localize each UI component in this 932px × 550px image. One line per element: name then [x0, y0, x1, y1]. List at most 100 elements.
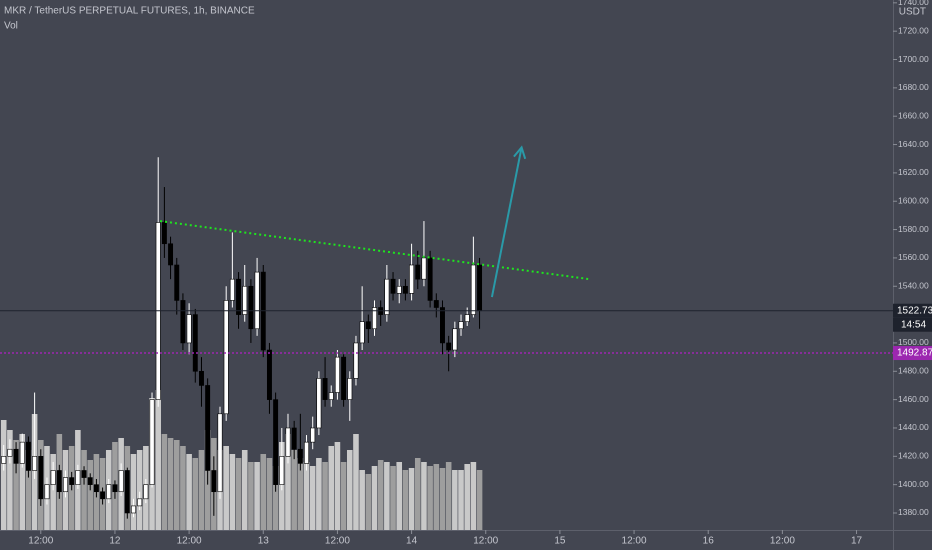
alert-label-box — [893, 346, 932, 361]
volume-bar — [198, 450, 205, 530]
candle-body — [137, 498, 143, 507]
candle-body — [347, 378, 353, 400]
y-tick-label: 1700.00 — [898, 54, 929, 64]
x-tick-label: 13 — [258, 536, 270, 547]
candle-body — [254, 271, 260, 330]
volume-bar — [384, 462, 390, 530]
x-tick-label: 12:00 — [473, 536, 498, 547]
candle-body — [279, 456, 285, 485]
candle-body — [124, 470, 130, 514]
candle-body — [106, 484, 112, 500]
countdown: 14:54 — [901, 319, 926, 330]
volume-bar — [340, 462, 347, 530]
candle-body — [69, 477, 75, 485]
arrow-shaft — [490, 147, 523, 298]
candle-body — [50, 470, 56, 485]
y-tick-label: 1480.00 — [898, 366, 929, 376]
x-tick-label: 12:00 — [177, 536, 202, 547]
volume-bar — [291, 450, 297, 530]
volume-bar — [235, 458, 242, 530]
y-tick-label: 1560.00 — [898, 252, 929, 262]
candle-body — [38, 456, 44, 500]
candle-body — [32, 456, 38, 471]
x-tick-label: 12:00 — [325, 536, 350, 547]
candle-body — [341, 356, 347, 400]
candle-body — [372, 307, 377, 330]
candle-body — [118, 470, 124, 493]
volume-bar — [476, 470, 483, 530]
candle-body — [19, 441, 25, 464]
candle-body — [440, 307, 445, 344]
volume-bar — [346, 450, 353, 530]
volume-bar — [25, 450, 32, 530]
volume-bar — [192, 458, 199, 530]
candle-body — [452, 328, 458, 351]
candle-body — [63, 477, 68, 493]
x-tick-label: 17 — [851, 536, 863, 547]
volume-bar — [229, 454, 236, 530]
candle-body — [427, 257, 433, 301]
volume-bar — [130, 454, 137, 530]
y-tick-label: 1540.00 — [898, 281, 929, 291]
volume-bar — [359, 470, 365, 530]
candle-body — [266, 349, 272, 400]
candle-body — [1, 456, 7, 464]
candle-body — [310, 427, 316, 443]
candle-body — [285, 427, 291, 457]
candle-body — [365, 321, 371, 330]
currency-label: USDT — [899, 7, 926, 18]
candle-body — [242, 285, 248, 315]
candle-body — [359, 321, 365, 344]
volume-bar — [50, 454, 56, 530]
volume-bar — [328, 446, 335, 530]
volume-bar — [223, 446, 229, 530]
volume-bar — [408, 468, 415, 530]
volume-bar — [241, 450, 248, 530]
trendline — [159, 220, 590, 281]
volume-bar — [365, 474, 372, 530]
candle-body — [229, 278, 235, 301]
candle-body — [149, 399, 155, 485]
candle-body — [56, 470, 62, 493]
y-tick-label: 1440.00 — [898, 422, 929, 432]
y-tick-label: 1640.00 — [898, 139, 929, 149]
candle-body — [421, 257, 427, 280]
price-label: 1522.73 — [897, 305, 932, 316]
candle-body — [93, 484, 99, 493]
volume-bar — [248, 462, 254, 530]
x-tick-label: 12:00 — [28, 536, 53, 547]
volume-bar — [13, 440, 19, 530]
candle-body — [100, 491, 106, 500]
candle-body — [433, 300, 439, 308]
candle-body — [161, 222, 167, 245]
candle-body — [192, 314, 198, 372]
candle-body — [402, 285, 408, 294]
volume-bar — [433, 464, 440, 530]
x-tick-label: 12:00 — [622, 536, 647, 547]
candle-body — [248, 285, 254, 330]
candle-body — [75, 470, 81, 485]
x-tick-label: 15 — [554, 536, 566, 547]
volume-bar — [377, 460, 384, 530]
arrow-head — [513, 145, 527, 160]
candle-body — [25, 441, 31, 471]
volume-bar — [81, 450, 87, 530]
volume-bar — [470, 462, 477, 530]
candle-body — [477, 264, 483, 312]
volume-bar — [297, 458, 304, 530]
candle-body — [211, 470, 217, 493]
candle-body — [186, 314, 192, 344]
volume-bar — [427, 466, 433, 530]
volume-bar — [371, 466, 378, 530]
candle-body — [415, 264, 421, 280]
volume-bar — [161, 434, 168, 530]
volume-bar — [309, 466, 316, 530]
candle-body — [353, 342, 359, 379]
candle-body — [297, 448, 303, 464]
candle-body — [470, 264, 476, 315]
volume-bar — [390, 466, 396, 530]
y-tick-label: 1420.00 — [898, 451, 929, 461]
volume-bar — [421, 462, 427, 530]
candle-body — [217, 413, 223, 493]
